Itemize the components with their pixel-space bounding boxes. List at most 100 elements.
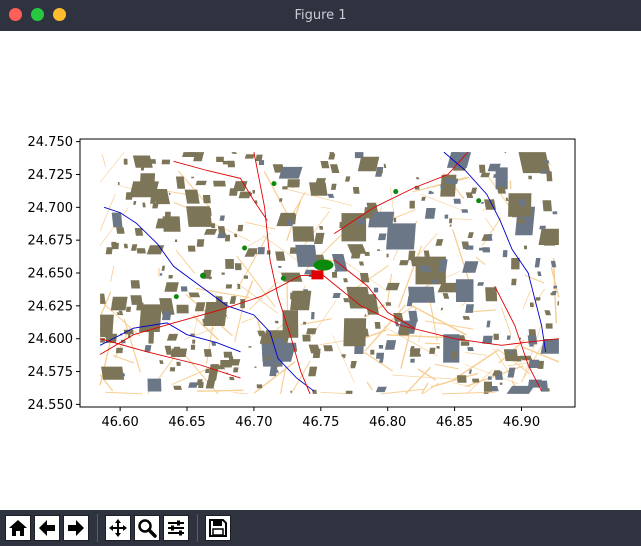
building — [537, 271, 542, 276]
building — [274, 364, 280, 367]
building — [309, 182, 328, 196]
building — [455, 152, 458, 154]
building — [323, 345, 333, 352]
building — [278, 266, 282, 268]
building — [529, 341, 534, 347]
building — [419, 265, 432, 272]
building — [377, 249, 381, 251]
building — [188, 292, 201, 298]
building — [354, 343, 364, 354]
figure-canvas[interactable]: 46.60 46.65 46.70 46.75 46.80 46.85 46.90 24.75… — [0, 31, 641, 510]
x-tick-label: 46.85 — [436, 415, 473, 430]
building — [204, 229, 218, 235]
building — [142, 202, 146, 208]
building — [438, 259, 448, 272]
back-button[interactable] — [34, 515, 60, 541]
zoom-window-button[interactable] — [53, 8, 66, 21]
building — [164, 345, 173, 355]
building — [237, 224, 244, 232]
building — [535, 297, 541, 301]
road — [466, 369, 494, 395]
building — [123, 158, 128, 165]
park — [271, 181, 277, 187]
building — [550, 260, 557, 268]
close-window-button[interactable] — [9, 8, 22, 21]
building — [436, 346, 440, 349]
building — [485, 287, 498, 302]
building — [207, 364, 219, 381]
x-tick-label: 46.60 — [102, 415, 139, 430]
building — [116, 227, 125, 234]
road — [246, 232, 272, 248]
building — [435, 239, 444, 246]
building — [346, 286, 372, 309]
building — [198, 382, 204, 388]
building — [282, 186, 288, 190]
building — [348, 217, 356, 221]
building — [386, 253, 389, 258]
major-road — [333, 151, 469, 234]
building — [306, 328, 317, 335]
road — [465, 352, 487, 356]
arrow-left-icon — [39, 520, 55, 536]
river — [99, 322, 241, 353]
building — [118, 310, 124, 316]
road — [451, 228, 473, 289]
road — [364, 304, 406, 352]
building — [374, 322, 381, 329]
building — [147, 378, 162, 392]
road — [171, 364, 217, 386]
park — [393, 189, 399, 195]
pan-button[interactable] — [105, 515, 131, 541]
building — [291, 302, 297, 307]
building — [205, 380, 216, 389]
road — [415, 232, 438, 259]
building — [251, 249, 257, 255]
road — [366, 381, 373, 391]
road — [552, 257, 557, 324]
building — [120, 339, 126, 344]
building — [328, 154, 336, 160]
y-tick-label: 24.650 — [28, 267, 74, 282]
building — [540, 380, 549, 392]
road — [383, 326, 438, 357]
x-tick-label: 46.90 — [503, 415, 540, 430]
building — [244, 154, 255, 159]
save-button[interactable] — [205, 515, 231, 541]
forward-button[interactable] — [63, 515, 89, 541]
building — [487, 376, 492, 380]
building — [518, 199, 526, 207]
configure-subplots-button[interactable] — [163, 515, 189, 541]
building — [546, 171, 553, 182]
building — [287, 219, 293, 226]
building — [170, 348, 188, 357]
magnifier-icon — [138, 519, 157, 538]
building — [493, 333, 499, 340]
building — [225, 284, 233, 289]
building — [161, 265, 166, 271]
river — [443, 151, 547, 352]
building — [191, 176, 194, 179]
zoom-button[interactable] — [134, 515, 160, 541]
toolbar-separator — [197, 514, 198, 542]
park — [280, 275, 286, 281]
map-plot[interactable]: 46.60 46.65 46.70 46.75 46.80 46.85 46.90 24.75… — [0, 31, 641, 510]
building — [421, 196, 426, 201]
x-tick-label: 46.65 — [168, 415, 205, 430]
parks — [173, 181, 482, 300]
move-icon — [109, 519, 127, 537]
road — [392, 249, 399, 261]
road — [110, 265, 115, 282]
building — [256, 384, 263, 389]
home-button[interactable] — [5, 515, 31, 541]
road — [99, 193, 116, 232]
minimize-window-button[interactable] — [31, 8, 44, 21]
building — [227, 160, 236, 168]
building — [303, 321, 307, 325]
building — [150, 195, 156, 204]
building — [219, 215, 225, 221]
building — [517, 218, 526, 224]
building — [302, 334, 311, 342]
building — [385, 302, 392, 306]
building — [130, 295, 143, 305]
